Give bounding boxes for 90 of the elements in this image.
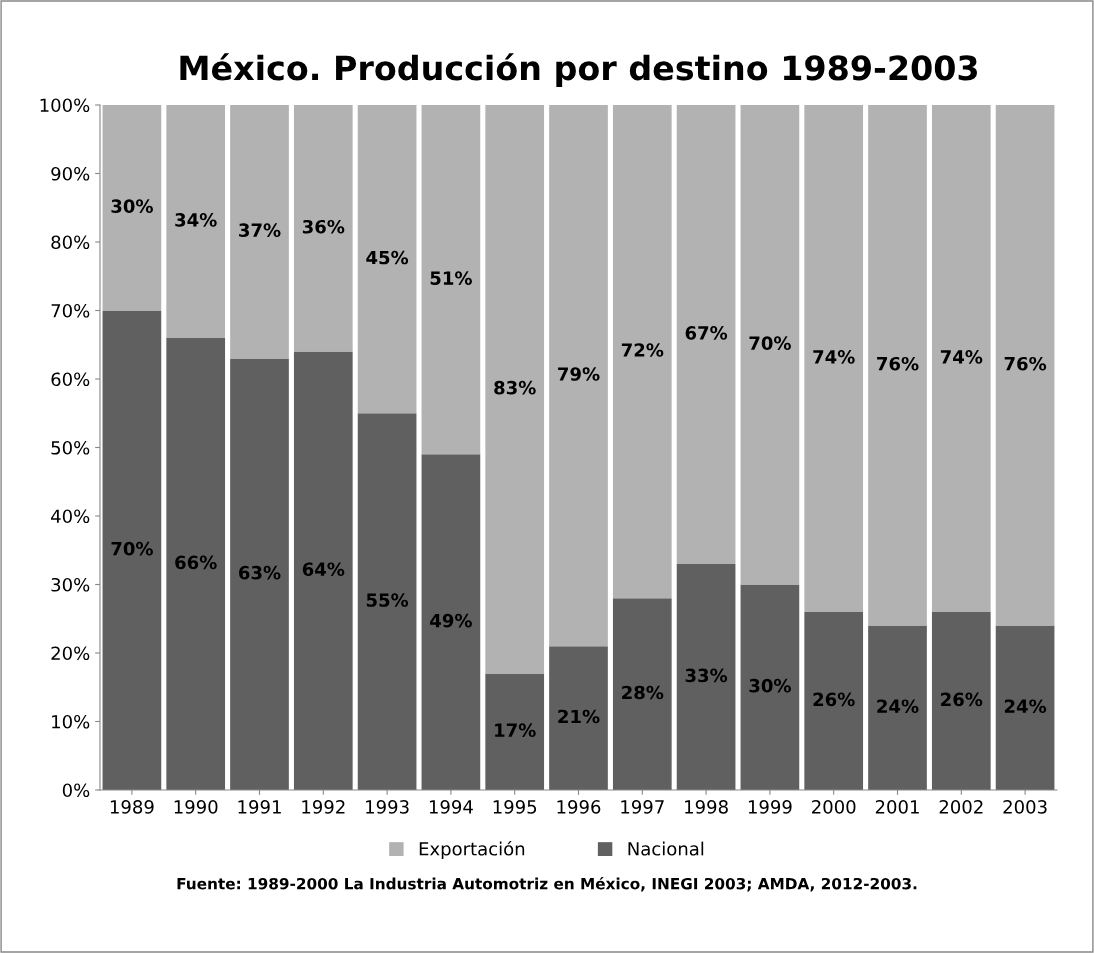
- data-label: 30%: [749, 678, 791, 693]
- bar: [549, 646, 608, 790]
- x-tick-label: 1989: [110, 800, 154, 814]
- data-label: 74%: [813, 350, 855, 364]
- bar: [102, 105, 162, 311]
- bar: [868, 625, 927, 790]
- bar: [740, 584, 800, 790]
- bar: [995, 625, 1055, 790]
- legend-label: Exportación: [419, 840, 525, 860]
- bar: [995, 105, 1055, 626]
- x-tick-label: 1994: [429, 800, 473, 814]
- data-label: 45%: [366, 250, 409, 265]
- data-label: 70%: [111, 541, 153, 556]
- data-label: 70%: [749, 336, 791, 350]
- x-tick-label: 2001: [875, 800, 919, 814]
- y-tick-label: 20%: [51, 646, 90, 661]
- bar: [357, 413, 417, 790]
- x-tick-label: 1991: [238, 800, 281, 814]
- y-tick-label: 100%: [40, 98, 90, 113]
- data-label: 64%: [302, 562, 345, 577]
- x-tick-label: 1996: [557, 800, 601, 814]
- bar: [676, 105, 736, 564]
- data-label: 72%: [621, 343, 664, 357]
- bar: [102, 310, 162, 790]
- y-tick-label: 50%: [51, 440, 90, 455]
- y-tick-label: 30%: [51, 577, 90, 592]
- x-tick-label: 2000: [812, 800, 856, 814]
- y-tick-label: 10%: [52, 714, 90, 729]
- bar: [549, 105, 608, 647]
- bar: [676, 563, 736, 790]
- bar: [931, 105, 991, 612]
- data-label: 83%: [494, 380, 536, 395]
- data-label: 74%: [940, 350, 983, 364]
- data-label: 24%: [877, 699, 919, 714]
- data-label: 28%: [622, 685, 664, 700]
- data-label: 17%: [495, 723, 536, 738]
- bar: [421, 105, 481, 455]
- data-label: 76%: [877, 356, 919, 371]
- data-label: 66%: [175, 555, 217, 570]
- bar: [357, 105, 417, 414]
- data-label: 67%: [685, 326, 728, 340]
- data-label: 55%: [366, 593, 409, 607]
- bar: [804, 611, 864, 790]
- x-tick-label: 2002: [939, 800, 983, 814]
- chart-title: México. Producción por destino 1989-2003: [180, 53, 977, 87]
- data-label: 34%: [175, 213, 217, 227]
- x-tick-label: 1995: [493, 800, 537, 814]
- y-tick-label: 80%: [51, 235, 90, 250]
- data-label: 36%: [302, 219, 345, 234]
- y-tick-label: 0%: [62, 783, 90, 798]
- source-note: Fuente: 1989-2000 La Industria Automotriz en México, INEGI 2003; AMDA, 2012-2003.: [177, 877, 917, 892]
- data-label: 51%: [430, 271, 472, 285]
- data-label: 26%: [813, 692, 855, 707]
- x-tick-label: 1997: [621, 800, 664, 814]
- data-label: 21%: [558, 709, 600, 724]
- y-tick-label: 70%: [51, 303, 90, 318]
- bar: [230, 105, 289, 359]
- y-tick-label: 40%: [51, 509, 90, 524]
- data-label: 79%: [558, 367, 600, 381]
- data-label: 76%: [1004, 356, 1047, 371]
- data-label: 24%: [1004, 699, 1047, 714]
- x-tick-label: 1992: [302, 800, 345, 814]
- x-tick-label: 1993: [366, 800, 409, 814]
- bar: [421, 454, 481, 790]
- bar: [868, 105, 927, 626]
- x-tick-label: 1998: [685, 800, 728, 814]
- data-label: 63%: [239, 565, 281, 580]
- bar: [931, 611, 991, 790]
- data-label: 49%: [430, 613, 472, 628]
- legend-label: Nacional: [628, 841, 704, 856]
- bar: [293, 105, 353, 352]
- bar: [740, 105, 800, 585]
- data-label: 33%: [685, 668, 728, 683]
- y-tick-label: 90%: [51, 166, 90, 181]
- bar: [230, 358, 289, 790]
- bar: [485, 105, 545, 674]
- bar: [166, 337, 226, 790]
- bar: [612, 105, 672, 599]
- x-tick-label: 1990: [174, 800, 218, 814]
- bar: [485, 673, 545, 790]
- data-label: 26%: [941, 692, 983, 707]
- x-tick-label: 1999: [748, 800, 792, 814]
- y-tick-label: 60%: [51, 372, 90, 387]
- bar: [804, 105, 864, 612]
- bar: [293, 351, 353, 790]
- bar: [612, 598, 672, 790]
- x-tick-label: 2003: [1003, 800, 1047, 814]
- bar: [166, 105, 226, 338]
- data-label: 30%: [111, 199, 153, 213]
- data-label: 37%: [239, 223, 281, 237]
